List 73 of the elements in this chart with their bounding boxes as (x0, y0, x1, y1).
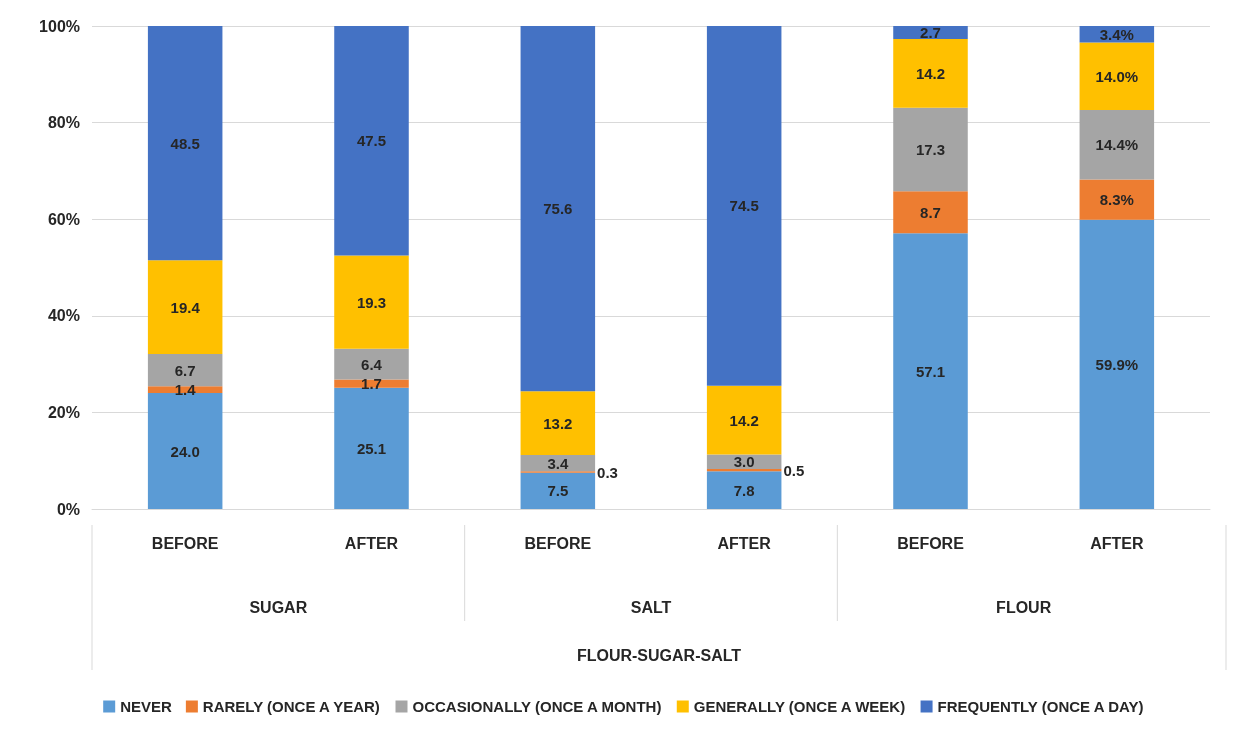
legend-label: OCCASIONALLY (ONCE A MONTH) (412, 698, 662, 715)
data-label: 19.3 (356, 293, 387, 311)
bar (706, 26, 782, 386)
legend-label: FREQUENTLY (ONCE A DAY) (937, 698, 1144, 715)
y-tick-label: 40% (47, 307, 80, 325)
data-label: 19.4 (170, 298, 201, 316)
data-label: 8.3% (1099, 191, 1134, 209)
y-tick-label: 60% (47, 210, 80, 228)
data-label: 14.2 (729, 411, 759, 429)
bar (334, 348, 409, 380)
y-tick-label: 0% (56, 500, 80, 518)
data-label: 17.3 (915, 140, 946, 158)
bar (1079, 219, 1155, 509)
bar (1079, 110, 1155, 180)
bar (147, 26, 223, 261)
data-label: 14.0% (1095, 67, 1139, 85)
legend-label: NEVER (120, 698, 173, 715)
data-label: 7.8 (733, 481, 755, 499)
text: FLOUR (996, 598, 1052, 616)
data-label: 1.7 (361, 375, 382, 393)
bar (893, 39, 968, 108)
bar (706, 385, 782, 455)
x-tick-label: BEFORE (524, 534, 592, 552)
text: SUGAR (249, 598, 308, 616)
text: FLOUR-SUGAR-SALT (576, 646, 742, 664)
data-label: 8.7 (920, 203, 941, 221)
text: SALT (630, 598, 672, 616)
data-label: 14.4% (1095, 136, 1139, 154)
data-label: 0.5 (783, 461, 805, 479)
data-label: 14.2 (915, 64, 946, 82)
legend-label: GENERALLY (ONCE A WEEK) (693, 698, 906, 715)
bar (147, 353, 223, 387)
y-tick-label: 20% (47, 403, 80, 421)
bar (893, 191, 968, 234)
x-tick-label: AFTER (1090, 534, 1144, 552)
bar (520, 391, 596, 455)
x-tick-label: AFTER (717, 534, 772, 552)
bar (147, 260, 223, 354)
data-label: 48.5 (170, 134, 200, 152)
data-label: 13.2 (543, 414, 573, 432)
x-tick-label: BEFORE (897, 534, 965, 552)
y-tick-label: 100% (39, 17, 80, 35)
data-label: 74.5 (729, 197, 759, 215)
bar (706, 471, 782, 509)
bar (893, 107, 968, 192)
data-label: 57.1 (915, 362, 946, 380)
bar (334, 26, 409, 256)
bar (334, 255, 409, 349)
data-label: 3.0 (733, 453, 755, 471)
x-tick-label: BEFORE (151, 534, 219, 552)
data-label: 2.7 (920, 24, 941, 42)
data-label: 47.5 (356, 132, 387, 150)
legend-label: RARELY (ONCE A YEAR) (202, 698, 380, 715)
bar (520, 26, 596, 392)
data-label: 3.4% (1099, 25, 1134, 43)
data-label: 3.4 (547, 454, 569, 472)
bar (1079, 179, 1155, 220)
data-label: 75.6 (543, 200, 573, 218)
data-label: 25.1 (356, 439, 387, 457)
bar (893, 233, 968, 509)
data-label: 6.4 (361, 355, 383, 373)
data-label: 0.3 (597, 463, 618, 481)
x-tick-label: AFTER (344, 534, 399, 552)
data-label: 7.5 (547, 482, 569, 500)
data-label: 59.9% (1095, 355, 1139, 373)
bar (147, 393, 223, 509)
bar (706, 454, 782, 469)
data-label: 6.7 (174, 361, 196, 379)
bar (1079, 42, 1155, 111)
bar (520, 472, 596, 509)
y-tick-label: 80% (47, 114, 80, 132)
data-label: 24.0 (170, 442, 200, 460)
bar (334, 387, 409, 509)
